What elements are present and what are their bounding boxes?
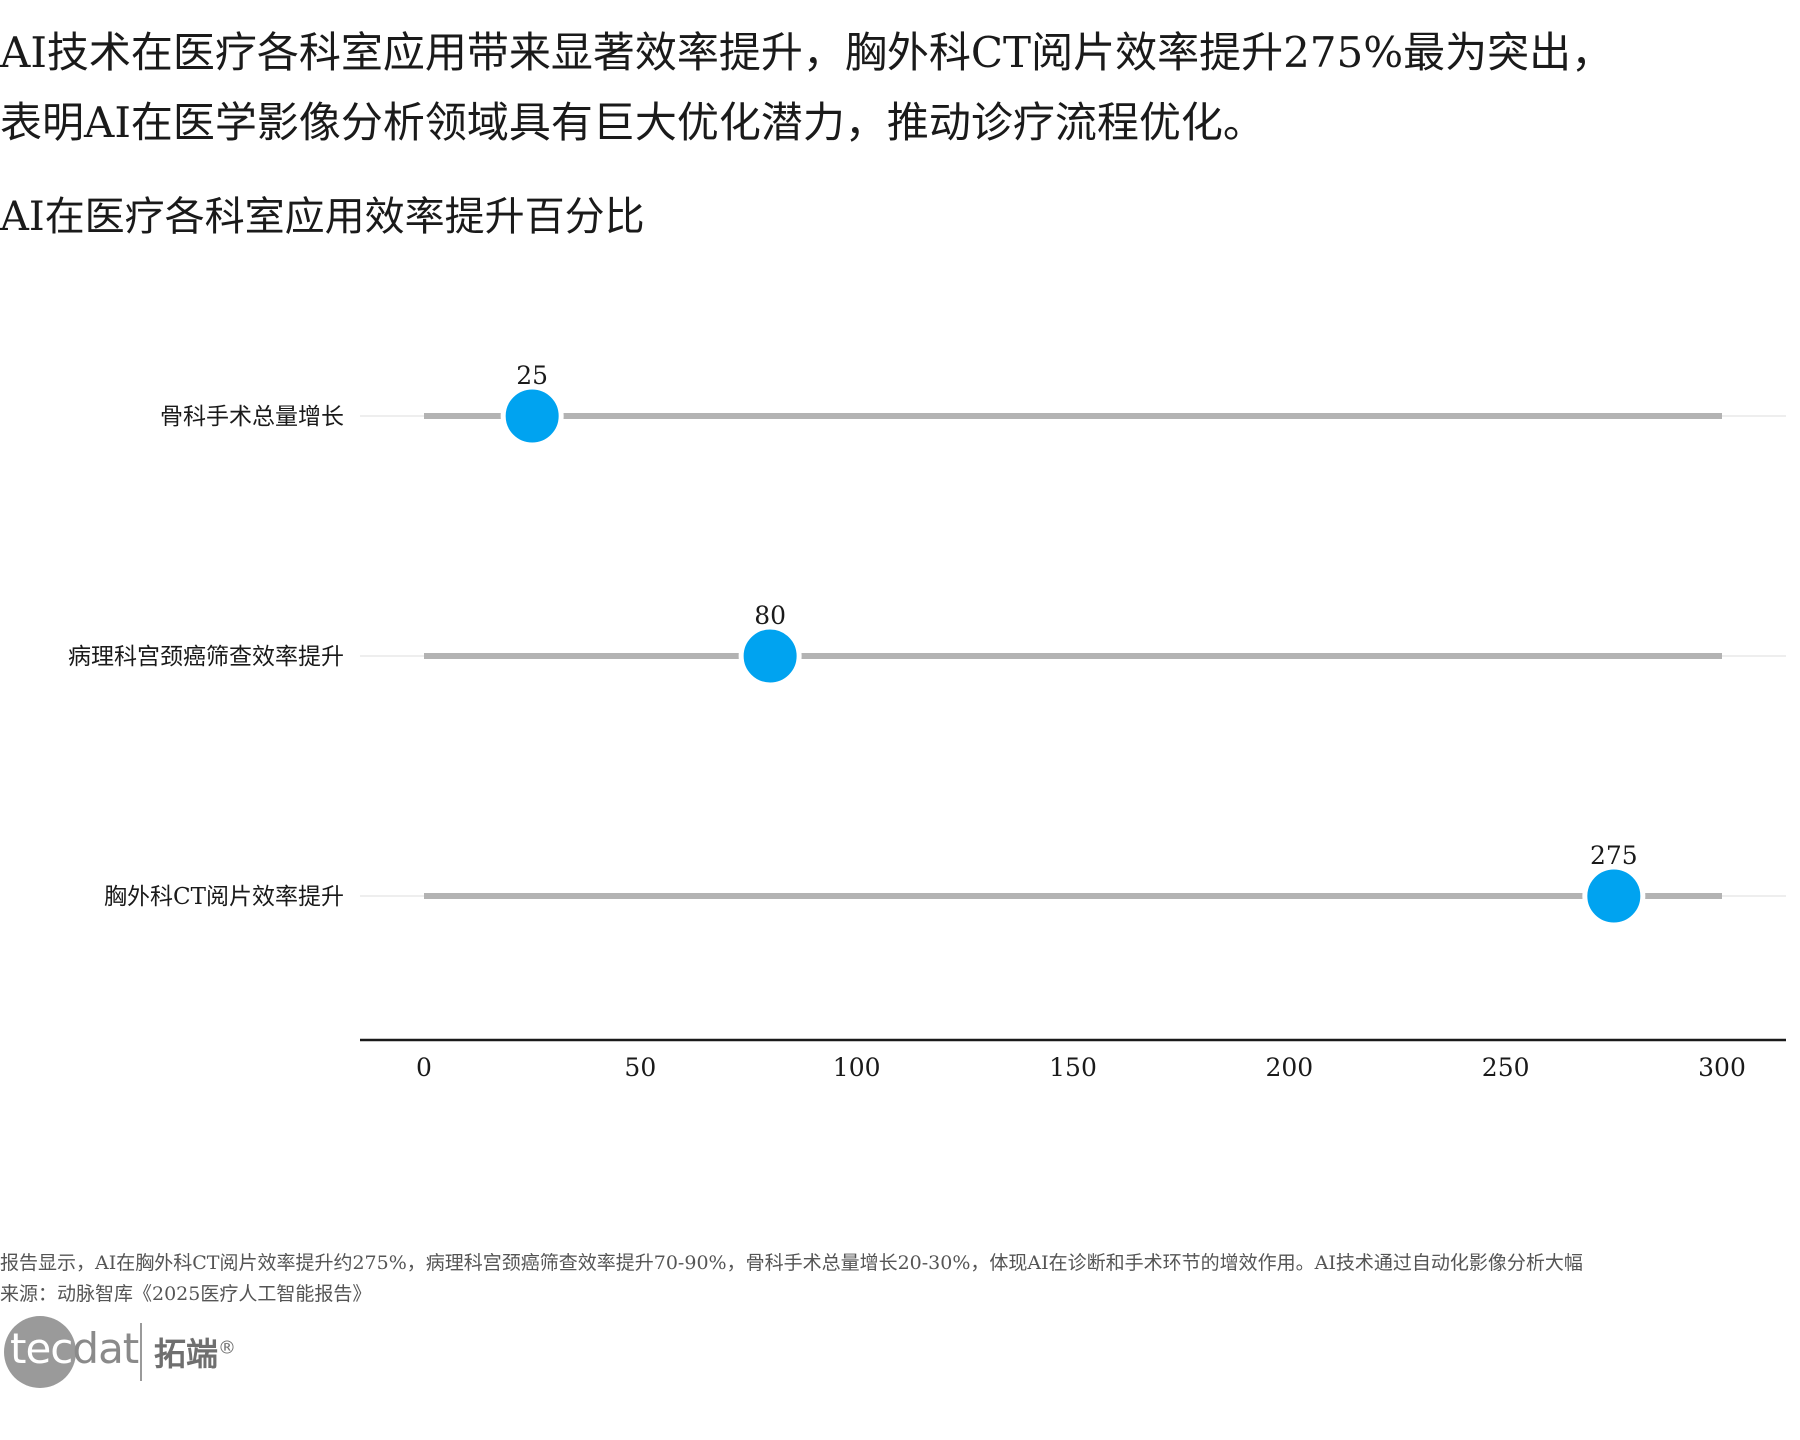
chart-title: AI在医疗各科室应用效率提升百分比 [0, 194, 645, 240]
headline-line-1: AI技术在医疗各科室应用带来显著效率提升，胸外科CT阅片效率提升275%最为突出… [0, 28, 1614, 77]
logo-chinese-name: 拓端® [154, 1335, 237, 1373]
logo-mark: tecdat [4, 1316, 139, 1388]
x-tick-label: 100 [833, 1053, 881, 1082]
logo-separator [140, 1323, 142, 1381]
x-tick-label: 0 [416, 1053, 432, 1082]
data-label: 275 [1590, 841, 1638, 870]
data-label: 80 [754, 601, 786, 630]
lollipop-dot [738, 624, 802, 688]
footer-note: 报告显示，AI在胸外科CT阅片效率提升约275%，病理科宫颈癌筛查效率提升70-… [0, 1252, 1583, 1274]
x-tick-label: 250 [1482, 1053, 1530, 1082]
category-label: 病理科宫颈癌筛查效率提升 [68, 644, 344, 670]
lollipop-dot [1582, 864, 1646, 928]
data-label: 25 [516, 361, 548, 390]
footer-source: 来源：动脉智库《2025医疗人工智能报告》 [0, 1283, 372, 1305]
category-label: 骨科手术总量增长 [160, 404, 344, 430]
lollipop-dot [500, 384, 564, 448]
x-tick-label: 50 [624, 1053, 656, 1082]
logo-circle [4, 1316, 76, 1388]
x-tick-label: 200 [1265, 1053, 1313, 1082]
lollipop-chart: 25 骨科手术总量增长 80 病理科宫颈癌筛查效率提升 275 胸外科CT阅片效率提升 0 5… [68, 361, 1786, 1082]
x-tick-label: 300 [1698, 1053, 1746, 1082]
headline: AI技术在医疗各科室应用带来显著效率提升，胸外科CT阅片效率提升275%最为突出… [0, 18, 1800, 158]
x-tick-label: 150 [1049, 1053, 1097, 1082]
logo-wordmark: tecdat [10, 1324, 139, 1373]
footer: 报告显示，AI在胸外科CT阅片效率提升约275%，病理科宫颈癌筛查效率提升70-… [0, 1248, 1800, 1310]
category-label: 胸外科CT阅片效率提升 [104, 884, 344, 910]
tecdat-logo: tecdat 拓端® [4, 1316, 236, 1388]
headline-line-2: 表明AI在医学影像分析领域具有巨大优化潜力，推动诊疗流程优化。 [0, 98, 1265, 147]
